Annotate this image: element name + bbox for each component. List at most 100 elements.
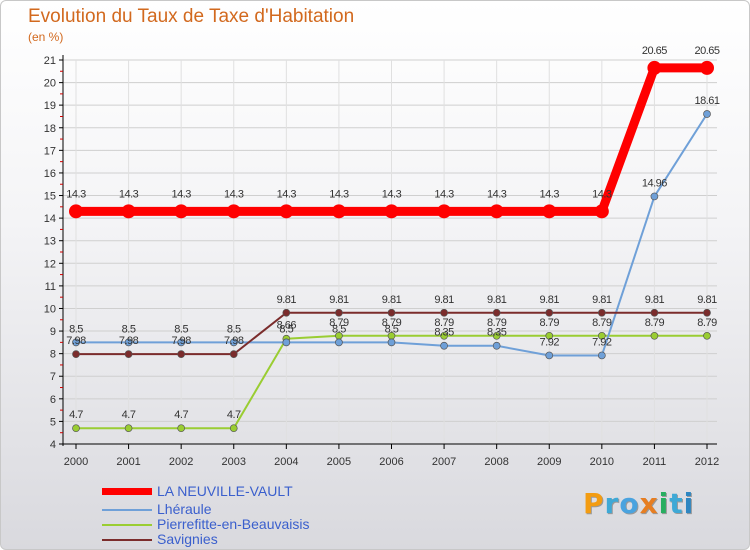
data-point-3 <box>124 350 133 358</box>
data-point-1 <box>282 338 291 347</box>
data-label: 7.98 <box>171 335 191 347</box>
data-label: 9.81 <box>382 294 402 306</box>
data-label: 9.81 <box>592 294 612 306</box>
x-tick-label: 2010 <box>590 456 614 468</box>
data-point-1 <box>492 341 501 350</box>
y-tick-label: 12 <box>44 258 56 270</box>
logo-letter: i <box>658 487 670 520</box>
y-tick-label: 19 <box>44 100 56 112</box>
data-point-1 <box>597 351 606 360</box>
data-point-3 <box>282 308 291 317</box>
data-point-0 <box>69 204 83 219</box>
data-label: 7.98 <box>119 335 139 347</box>
logo-letter: i <box>683 487 695 520</box>
data-point-1 <box>650 192 659 201</box>
x-tick-label: 2012 <box>695 456 719 468</box>
x-tick-label: 2005 <box>327 456 351 468</box>
logo-letter: o <box>619 487 640 520</box>
data-point-0 <box>174 204 189 219</box>
data-point-3 <box>387 308 396 317</box>
data-point-2 <box>229 424 238 433</box>
y-tick-label: 6 <box>50 394 56 406</box>
x-tick-label: 2000 <box>64 456 88 468</box>
data-label: 14.3 <box>592 188 612 200</box>
data-point-3 <box>177 350 186 358</box>
data-label: 9.81 <box>434 294 454 306</box>
data-point-1 <box>335 338 343 347</box>
x-tick-label: 2009 <box>537 456 561 468</box>
data-point-2 <box>440 331 448 340</box>
data-label: 8.79 <box>592 317 612 329</box>
y-tick-label: 20 <box>44 78 56 90</box>
logo-letter: t <box>669 487 684 520</box>
data-label: 8.35 <box>487 327 507 339</box>
x-tick-label: 2004 <box>274 456 298 468</box>
data-label: 8.5 <box>174 323 188 335</box>
data-point-2 <box>124 424 133 433</box>
legend-label-savignies: Savignies <box>157 531 218 547</box>
data-point-3 <box>650 308 659 317</box>
y-tick-label: 4 <box>50 439 56 451</box>
y-tick-label: 11 <box>45 281 56 293</box>
data-point-3 <box>703 308 711 317</box>
legend-swatch-la-neuville-vault <box>102 488 152 495</box>
data-point-3 <box>229 350 238 358</box>
data-label: 9.81 <box>277 294 297 306</box>
data-point-1 <box>387 338 396 347</box>
data-point-0 <box>700 60 714 75</box>
legend-label-pierrefitte: Pierrefitte-en-Beauvaisis <box>157 516 310 532</box>
data-point-3 <box>440 308 448 317</box>
data-point-0 <box>594 204 609 219</box>
data-label: 20.65 <box>642 45 667 57</box>
data-label: 8.79 <box>329 317 349 329</box>
y-tick-label: 13 <box>44 236 56 248</box>
x-tick-label: 2001 <box>116 456 140 468</box>
data-label: 14.3 <box>119 188 139 200</box>
data-point-2 <box>72 424 80 433</box>
data-label: 14.3 <box>434 188 454 200</box>
y-tick-label: 8 <box>50 349 56 361</box>
data-label: 8.79 <box>434 317 454 329</box>
data-point-2 <box>177 424 186 433</box>
data-label: 14.3 <box>382 188 402 200</box>
data-point-0 <box>384 204 399 219</box>
data-label: 14.96 <box>642 177 667 189</box>
data-label: 14.3 <box>66 188 86 200</box>
data-label: 7.98 <box>66 335 86 347</box>
data-point-0 <box>226 204 241 219</box>
data-label: 7.92 <box>592 336 612 348</box>
data-point-1 <box>229 338 238 347</box>
logo-letter: x <box>639 487 659 520</box>
y-tick-label: 10 <box>44 303 56 315</box>
legend-label-la-neuville-vault: LA NEUVILLE-VAULT <box>157 483 293 499</box>
data-label: 8.79 <box>487 317 507 329</box>
data-label: 14.3 <box>277 188 297 200</box>
data-label: 8.5 <box>332 323 346 335</box>
data-label: 8.79 <box>382 317 402 329</box>
y-tick-label: 21 <box>44 55 56 67</box>
y-tick-label: 14 <box>44 213 56 225</box>
data-label: 14.3 <box>171 188 191 200</box>
data-point-0 <box>437 204 452 219</box>
x-tick-label: 2006 <box>379 456 403 468</box>
data-label: 8.79 <box>645 317 665 329</box>
x-tick-label: 2011 <box>643 456 667 468</box>
data-label: 8.79 <box>697 317 717 329</box>
data-label: 8.5 <box>385 323 399 335</box>
x-tick-label: 2003 <box>222 456 246 468</box>
data-label: 9.81 <box>487 294 507 306</box>
data-label: 8.35 <box>434 327 454 339</box>
legend-swatch-savignies <box>102 539 152 541</box>
data-point-0 <box>647 60 662 75</box>
logo-letter: P <box>583 487 605 520</box>
data-label: 4.7 <box>69 409 83 421</box>
y-tick-label: 18 <box>44 123 56 135</box>
data-label: 4.7 <box>227 409 241 421</box>
data-label: 7.98 <box>224 335 244 347</box>
x-tick-label: 2007 <box>432 456 456 468</box>
data-point-1 <box>545 351 554 360</box>
unit-label: (en %) <box>28 30 64 44</box>
data-label: 8.5 <box>279 323 293 335</box>
data-point-2 <box>703 331 711 340</box>
